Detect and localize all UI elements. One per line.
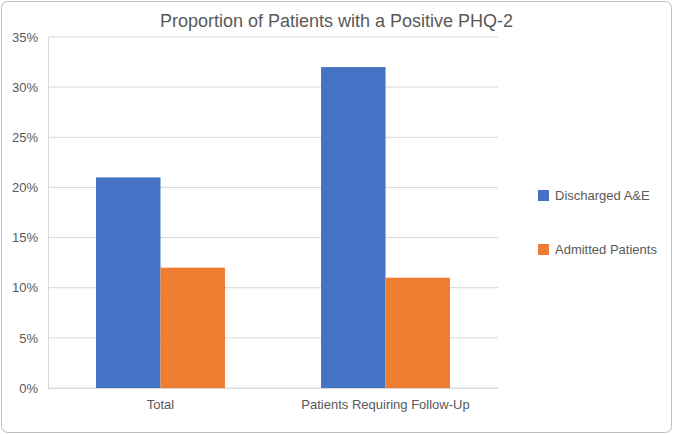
y-tick: 35% xyxy=(12,30,48,45)
y-tick-label: 0% xyxy=(19,381,38,396)
y-tick: 15% xyxy=(12,230,48,245)
legend-item: Admitted Patients xyxy=(538,242,657,257)
grid-line xyxy=(48,87,498,88)
legend: Discharged A&E Admitted Patients xyxy=(538,188,657,257)
x-tick: Patients Requiring Follow-Up xyxy=(301,388,469,412)
y-tick: 30% xyxy=(12,80,48,95)
legend-label: Admitted Patients xyxy=(555,242,657,257)
y-tick: 0% xyxy=(19,381,48,396)
y-tick-label: 25% xyxy=(12,130,38,145)
y-axis-line xyxy=(48,38,49,389)
y-tick: 10% xyxy=(12,280,48,295)
bar-series xyxy=(161,268,450,388)
y-tick-label: 5% xyxy=(19,331,38,346)
legend-swatch xyxy=(538,190,549,201)
chart: Proportion of Patients with a Positive P… xyxy=(0,0,673,434)
x-tick: Total xyxy=(147,388,175,412)
x-axis: Total Patients Requiring Follow-Up xyxy=(49,388,499,412)
bar xyxy=(386,278,450,388)
x-axis-line xyxy=(49,388,499,389)
y-tick-label: 10% xyxy=(12,280,38,295)
bar-series xyxy=(96,67,385,388)
y-tick-label: 20% xyxy=(12,180,38,195)
x-tick-label: Total xyxy=(147,397,175,412)
chart-title: Proportion of Patients with a Positive P… xyxy=(160,11,513,31)
grid xyxy=(48,37,498,388)
legend-swatch xyxy=(538,244,549,255)
legend-label: Discharged A&E xyxy=(555,188,650,203)
grid-line xyxy=(48,37,498,38)
y-tick: 25% xyxy=(12,130,48,145)
y-tick: 20% xyxy=(12,180,48,195)
y-tick-label: 35% xyxy=(12,30,38,45)
bar xyxy=(161,268,225,388)
x-tick-label: Patients Requiring Follow-Up xyxy=(301,397,469,412)
y-tick-label: 15% xyxy=(12,230,38,245)
grid-line xyxy=(48,137,498,138)
chart-frame xyxy=(2,2,672,433)
legend-item: Discharged A&E xyxy=(538,188,650,203)
bar xyxy=(96,177,160,388)
bar xyxy=(321,67,385,388)
y-tick: 5% xyxy=(19,331,48,346)
bars xyxy=(96,67,450,388)
y-tick-label: 30% xyxy=(12,80,38,95)
y-axis: 0% 5% 10% 15% 20% 25% 30% 35% xyxy=(12,30,49,396)
